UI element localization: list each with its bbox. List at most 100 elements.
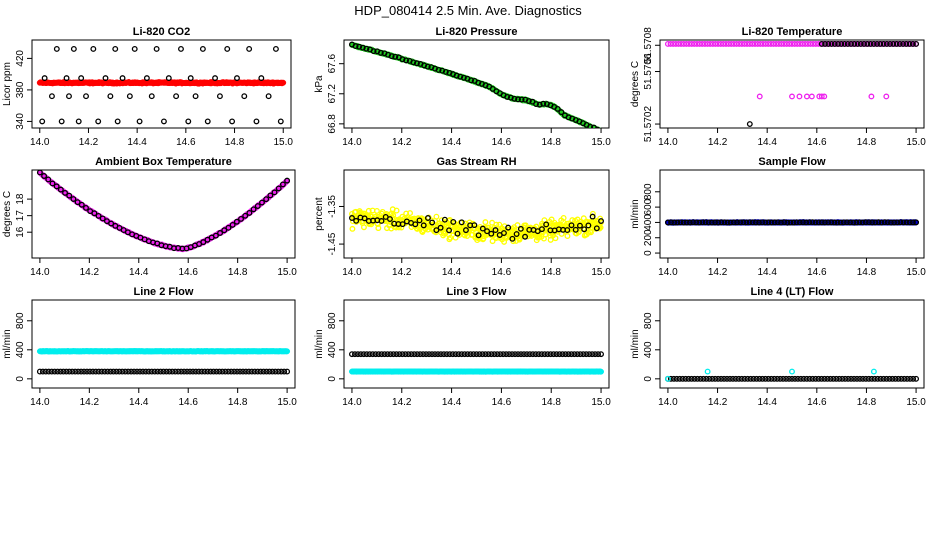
data-point (491, 351, 498, 358)
data-point (577, 351, 584, 358)
x-tick-label: 14.6 (492, 397, 512, 408)
data-point (514, 222, 521, 229)
x-tick-label: 14.4 (442, 137, 462, 148)
data-point (189, 368, 196, 375)
data-point (284, 368, 291, 375)
data-point (913, 41, 920, 47)
data-point (576, 222, 583, 229)
data-point (802, 41, 809, 47)
data-point (767, 41, 774, 47)
y-tick-label: 400 (643, 214, 654, 231)
data-point (867, 41, 874, 47)
data-point (697, 375, 704, 382)
data-point (163, 368, 170, 375)
data-point (743, 219, 750, 226)
data-point (126, 93, 133, 100)
data-point (95, 368, 102, 375)
y-axis-label-ambient-box-temperature: degrees C (2, 191, 13, 237)
data-point (718, 219, 725, 226)
data-point (420, 222, 427, 229)
x-tick-label: 14.0 (30, 137, 50, 148)
data-point (351, 351, 358, 358)
data-point (789, 93, 795, 100)
data-point (210, 368, 217, 375)
data-point (479, 225, 486, 232)
data-point (598, 368, 604, 375)
data-point (72, 368, 79, 375)
data-point (442, 68, 449, 75)
data-point (500, 351, 507, 358)
data-point (63, 368, 70, 375)
data-point (476, 351, 483, 358)
data-point (594, 126, 600, 128)
data-point (143, 75, 150, 82)
data-point (470, 351, 477, 358)
data-point (222, 368, 229, 375)
data-point (373, 207, 380, 214)
data-point (856, 219, 863, 226)
y-tick-label: 51.5706 (643, 53, 654, 90)
data-point (746, 121, 753, 127)
data-point (204, 236, 211, 243)
data-point (878, 219, 885, 226)
data-point (822, 41, 828, 47)
data-point (131, 368, 138, 375)
plot-frame-line-3-flow (343, 299, 610, 389)
data-point (568, 222, 575, 229)
data-point (219, 368, 226, 375)
data-point (892, 375, 899, 382)
data-point (700, 375, 707, 382)
data-point (356, 43, 363, 50)
data-point (116, 368, 123, 375)
data-point (51, 368, 58, 375)
data-point (240, 368, 246, 375)
data-point (558, 109, 565, 116)
data-point (825, 219, 832, 226)
data-point (90, 45, 97, 52)
data-point (424, 63, 431, 70)
data-point (387, 351, 394, 358)
data-point (153, 45, 160, 52)
data-point (248, 368, 255, 375)
data-point (58, 118, 65, 125)
x-tick-label: 15.0 (277, 267, 297, 278)
data-point (241, 93, 248, 100)
data-point (771, 375, 778, 382)
data-point (187, 368, 193, 375)
data-point (414, 351, 421, 358)
data-point (92, 368, 99, 375)
data-point (452, 351, 459, 358)
data-point (403, 57, 410, 64)
y-tick-label: 400 (15, 341, 26, 358)
data-point (75, 368, 82, 375)
x-tick-label: 14.8 (857, 137, 877, 148)
data-point (844, 41, 851, 47)
data-point (868, 93, 875, 100)
data-point (538, 351, 545, 358)
y-tick-label: 400 (643, 341, 654, 358)
data-point (746, 41, 753, 47)
y-tick-label: 800 (643, 312, 654, 329)
data-point (880, 41, 887, 47)
data-point (540, 100, 547, 107)
data-point (574, 351, 581, 358)
data-point (682, 375, 689, 382)
data-point (237, 368, 243, 375)
data-point (154, 368, 161, 375)
x-tick-label: 14.4 (129, 267, 149, 278)
data-point (877, 41, 884, 47)
x-tick-label: 14.2 (80, 397, 100, 408)
series-temperature-samples (818, 41, 920, 47)
data-point (125, 368, 132, 375)
data-point (172, 368, 179, 375)
data-point (370, 48, 377, 55)
data-point (900, 41, 907, 47)
data-point (800, 219, 806, 226)
panel-title-li-820-temperature: Li-820 Temperature (742, 26, 843, 38)
data-point (231, 368, 238, 375)
data-point (796, 41, 803, 47)
data-point (54, 368, 61, 375)
data-point (393, 207, 400, 214)
data-point (119, 368, 126, 375)
plot-area-li-820-pressure (349, 41, 602, 128)
